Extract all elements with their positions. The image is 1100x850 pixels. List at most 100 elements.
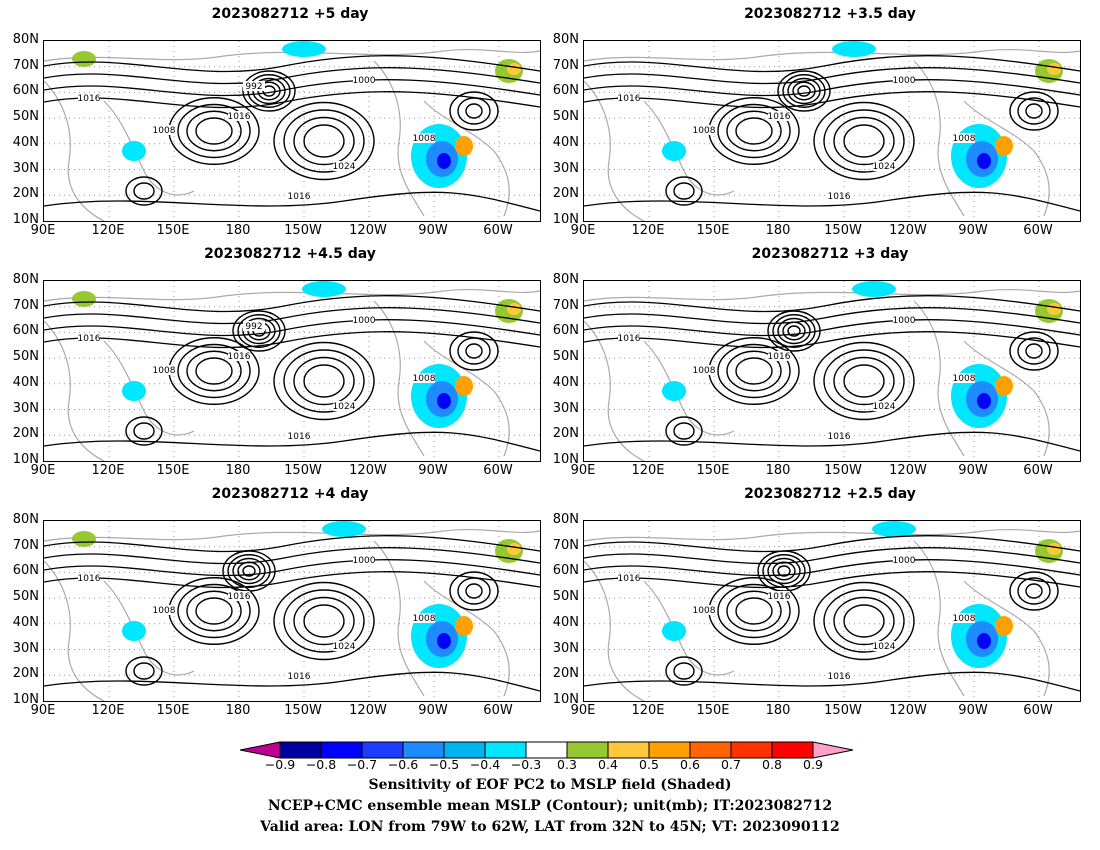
sensitivity-shade <box>662 381 686 401</box>
lon-tick-label: 60W <box>483 223 513 238</box>
isobar-contour <box>44 79 540 97</box>
isobar-label: 1000 <box>893 556 916 566</box>
coastline <box>44 320 105 461</box>
colorbar-tick-label: −0.8 <box>305 757 337 772</box>
sensitivity-shade <box>302 281 346 297</box>
isobar-contour <box>833 596 895 646</box>
coastline <box>103 100 195 196</box>
isobar-contour <box>1025 583 1043 599</box>
isobar-label: 1008 <box>153 606 176 616</box>
isobar-contour <box>735 357 773 385</box>
panel-title-1: 2023082712 +5 day <box>211 6 369 22</box>
isobar-contour <box>177 343 251 399</box>
isobar-contour <box>195 597 233 625</box>
isobar-contour <box>767 557 801 585</box>
isobar-contour <box>777 565 791 577</box>
lat-tick-label: 40N <box>552 614 579 630</box>
isobar-label-bg <box>78 333 100 343</box>
panel-title-5: 2023082712 +4 day <box>211 486 369 502</box>
isobar-label-bg <box>333 401 355 411</box>
isobar-label-bg <box>353 75 375 85</box>
isobar-contour <box>813 341 915 421</box>
isobar-label-bg <box>893 315 915 325</box>
isobar-contour <box>584 547 1080 565</box>
isobar-label: 1016 <box>828 672 851 682</box>
isobar-contour <box>717 103 791 159</box>
isobar-contour <box>44 91 540 109</box>
isobar-contour <box>283 589 365 653</box>
lon-tick-label: 120W <box>889 703 927 718</box>
lat-tick-label: 60N <box>552 323 579 339</box>
isobar-label-bg <box>828 191 850 201</box>
lat-tick-label: 30N <box>12 160 39 176</box>
coastline <box>584 80 645 221</box>
isobar-contour <box>44 547 540 565</box>
isobar-contour <box>303 604 345 638</box>
coastline <box>584 560 645 701</box>
isobar-label: 1016 <box>228 592 251 602</box>
lon-tick-label: 90E <box>30 703 56 718</box>
isobar-label: 1016 <box>618 94 641 104</box>
isobar-label-bg <box>333 161 355 171</box>
caption-line-1: Sensitivity of EOF PC2 to MSLP field (Sh… <box>368 777 732 793</box>
map-drawing: 1016 1008 1016 1024 1016 1000 1008 <box>44 521 540 701</box>
isobar-contour <box>449 91 499 131</box>
sensitivity-shade <box>72 51 96 67</box>
isobar-label-bg <box>228 351 250 361</box>
isobar-label-bg <box>828 431 850 441</box>
isobar-contour <box>44 331 540 349</box>
colorbar-tick-label: 0.9 <box>803 757 823 772</box>
lat-tick-label: 50N <box>12 589 39 605</box>
isobar-contour <box>584 671 1080 692</box>
coastline <box>913 540 965 697</box>
isobar-label: 1008 <box>153 126 176 136</box>
isobar-contour <box>813 101 915 181</box>
isobar-label-bg <box>873 641 895 651</box>
lon-tick-label: 90W <box>958 463 988 478</box>
isobar-contour <box>465 583 483 599</box>
isobar-label: 1024 <box>873 642 896 652</box>
colorbar-segment <box>279 741 322 759</box>
lon-tick-label: 150W <box>824 223 862 238</box>
isobar-contour <box>735 597 773 625</box>
lat-tick-label: 70N <box>12 297 39 313</box>
lat-tick-label: 50N <box>552 589 579 605</box>
isobar-contour <box>125 176 163 206</box>
caption-line-3: Valid area: LON from 79W to 62W, LAT fro… <box>260 819 840 835</box>
coastline <box>913 60 965 217</box>
isobar-label: 1016 <box>768 112 791 122</box>
isobar-contour <box>726 350 782 392</box>
sensitivity-shade <box>507 543 521 555</box>
coastline <box>103 340 195 436</box>
isobar-contour <box>44 431 540 452</box>
lat-tick-label: 70N <box>552 57 579 73</box>
isobar-label-bg <box>413 613 435 623</box>
isobar-contour <box>44 55 540 73</box>
isobar-contour <box>186 110 242 152</box>
coastline <box>373 540 425 697</box>
isobar-contour <box>673 182 695 200</box>
coastline <box>584 320 645 461</box>
lat-tick-label: 60N <box>12 563 39 579</box>
isobar-contour <box>303 124 345 158</box>
isobar-contour <box>44 319 540 337</box>
sensitivity-shade <box>122 381 146 401</box>
coastline <box>963 340 1050 457</box>
isobar-label: 1000 <box>893 76 916 86</box>
lon-tick-label: 120W <box>889 223 927 238</box>
lat-tick-label: 10N <box>12 451 39 467</box>
coastline <box>963 100 1050 217</box>
isobar-label: 1008 <box>153 366 176 376</box>
isobar-label: 1008 <box>693 606 716 616</box>
lon-tick-label: 150W <box>824 703 862 718</box>
lon-tick-label: 150E <box>156 223 190 238</box>
lat-tick-label: 20N <box>12 186 39 202</box>
lon-tick-label: 90E <box>30 463 56 478</box>
isobar-contour <box>762 554 806 588</box>
lon-tick-label: 120W <box>349 703 387 718</box>
lat-tick-label: 20N <box>12 666 39 682</box>
lat-tick-label: 10N <box>12 211 39 227</box>
lon-tick-label: 90W <box>958 223 988 238</box>
isobar-contour <box>584 431 1080 452</box>
sensitivity-shade <box>322 521 366 537</box>
